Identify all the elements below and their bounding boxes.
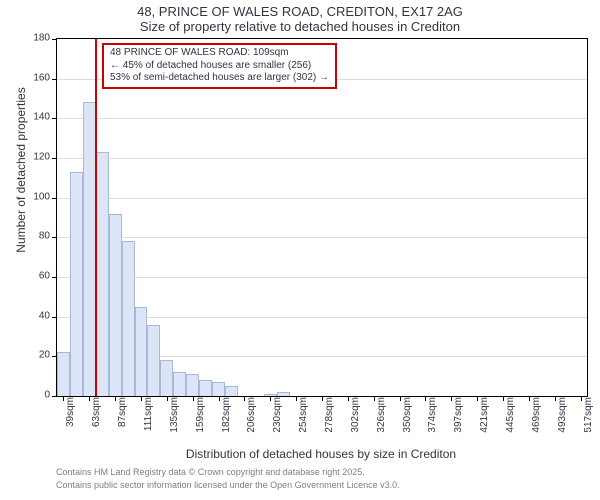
- footer-line1: Contains HM Land Registry data © Crown c…: [56, 467, 365, 477]
- x-tick-label: 230sqm: [272, 397, 283, 441]
- x-tick-mark: [348, 396, 349, 401]
- x-tick-mark: [529, 396, 530, 401]
- y-tick-label: 120: [24, 152, 50, 163]
- x-tick-label: 350sqm: [402, 397, 413, 441]
- y-tick-label: 100: [24, 191, 50, 202]
- x-tick-label: 63sqm: [91, 397, 102, 441]
- annotation-line3: 53% of semi-detached houses are larger (…: [110, 72, 329, 85]
- histogram-bar: [225, 386, 238, 396]
- y-tick-mark: [52, 118, 57, 119]
- y-tick-label: 20: [24, 350, 50, 361]
- x-tick-label: 278sqm: [324, 397, 335, 441]
- indicator-line: [95, 39, 97, 396]
- x-tick-label: 87sqm: [117, 397, 128, 441]
- chart-title-line1: 48, PRINCE OF WALES ROAD, CREDITON, EX17…: [0, 4, 600, 19]
- x-tick-label: 254sqm: [298, 397, 309, 441]
- annotation-line2: ← 45% of detached houses are smaller (25…: [110, 60, 329, 73]
- gridline: [57, 237, 587, 238]
- histogram-bar: [83, 102, 96, 396]
- histogram-bar: [277, 392, 290, 396]
- x-tick-mark: [477, 396, 478, 401]
- histogram-bar: [57, 352, 70, 396]
- chart-plot-area: [56, 38, 588, 397]
- histogram-bar: [135, 307, 148, 396]
- gridline: [57, 158, 587, 159]
- x-tick-mark: [193, 396, 194, 401]
- y-tick-label: 180: [24, 33, 50, 44]
- histogram-bar: [212, 382, 225, 396]
- x-tick-label: 326sqm: [376, 397, 387, 441]
- x-tick-mark: [503, 396, 504, 401]
- gridline: [57, 118, 587, 119]
- histogram-bar: [70, 172, 83, 396]
- x-tick-label: 445sqm: [505, 397, 516, 441]
- x-tick-mark: [296, 396, 297, 401]
- x-tick-label: 493sqm: [557, 397, 568, 441]
- footer-line2: Contains public sector information licen…: [56, 480, 400, 490]
- histogram-bar: [160, 360, 173, 396]
- chart-title-line2: Size of property relative to detached ho…: [0, 19, 600, 34]
- histogram-bar: [122, 241, 135, 396]
- histogram-bar: [109, 214, 122, 396]
- y-tick-label: 80: [24, 231, 50, 242]
- x-tick-label: 302sqm: [350, 397, 361, 441]
- x-tick-label: 421sqm: [479, 397, 490, 441]
- x-tick-label: 39sqm: [65, 397, 76, 441]
- y-tick-mark: [52, 198, 57, 199]
- y-tick-mark: [52, 158, 57, 159]
- y-tick-mark: [52, 237, 57, 238]
- y-tick-mark: [52, 79, 57, 80]
- y-tick-mark: [52, 39, 57, 40]
- x-tick-label: 135sqm: [169, 397, 180, 441]
- x-tick-mark: [115, 396, 116, 401]
- y-tick-label: 40: [24, 310, 50, 321]
- gridline: [57, 277, 587, 278]
- x-axis-label: Distribution of detached houses by size …: [56, 447, 586, 461]
- y-tick-mark: [52, 277, 57, 278]
- x-tick-label: 206sqm: [246, 397, 257, 441]
- y-tick-label: 0: [24, 390, 50, 401]
- x-tick-label: 374sqm: [427, 397, 438, 441]
- histogram-bar: [186, 374, 199, 396]
- y-tick-mark: [52, 317, 57, 318]
- annotation-line1: 48 PRINCE OF WALES ROAD: 109sqm: [110, 47, 329, 60]
- x-tick-label: 182sqm: [221, 397, 232, 441]
- y-tick-label: 140: [24, 112, 50, 123]
- x-tick-label: 517sqm: [583, 397, 594, 441]
- histogram-bar: [173, 372, 186, 396]
- x-tick-mark: [400, 396, 401, 401]
- x-tick-mark: [374, 396, 375, 401]
- x-tick-mark: [581, 396, 582, 401]
- histogram-bar: [96, 152, 109, 396]
- x-tick-mark: [141, 396, 142, 401]
- histogram-bar: [147, 325, 160, 396]
- annotation-box: 48 PRINCE OF WALES ROAD: 109sqm ← 45% of…: [102, 43, 337, 89]
- x-tick-label: 111sqm: [143, 397, 154, 441]
- histogram-bar: [199, 380, 212, 396]
- x-tick-mark: [219, 396, 220, 401]
- y-tick-label: 60: [24, 271, 50, 282]
- gridline: [57, 198, 587, 199]
- x-tick-mark: [555, 396, 556, 401]
- x-tick-label: 159sqm: [195, 397, 206, 441]
- x-tick-label: 469sqm: [531, 397, 542, 441]
- y-tick-mark: [52, 396, 57, 397]
- x-tick-mark: [167, 396, 168, 401]
- x-tick-label: 397sqm: [453, 397, 464, 441]
- chart-title-block: 48, PRINCE OF WALES ROAD, CREDITON, EX17…: [0, 4, 600, 34]
- x-tick-mark: [322, 396, 323, 401]
- y-tick-label: 160: [24, 72, 50, 83]
